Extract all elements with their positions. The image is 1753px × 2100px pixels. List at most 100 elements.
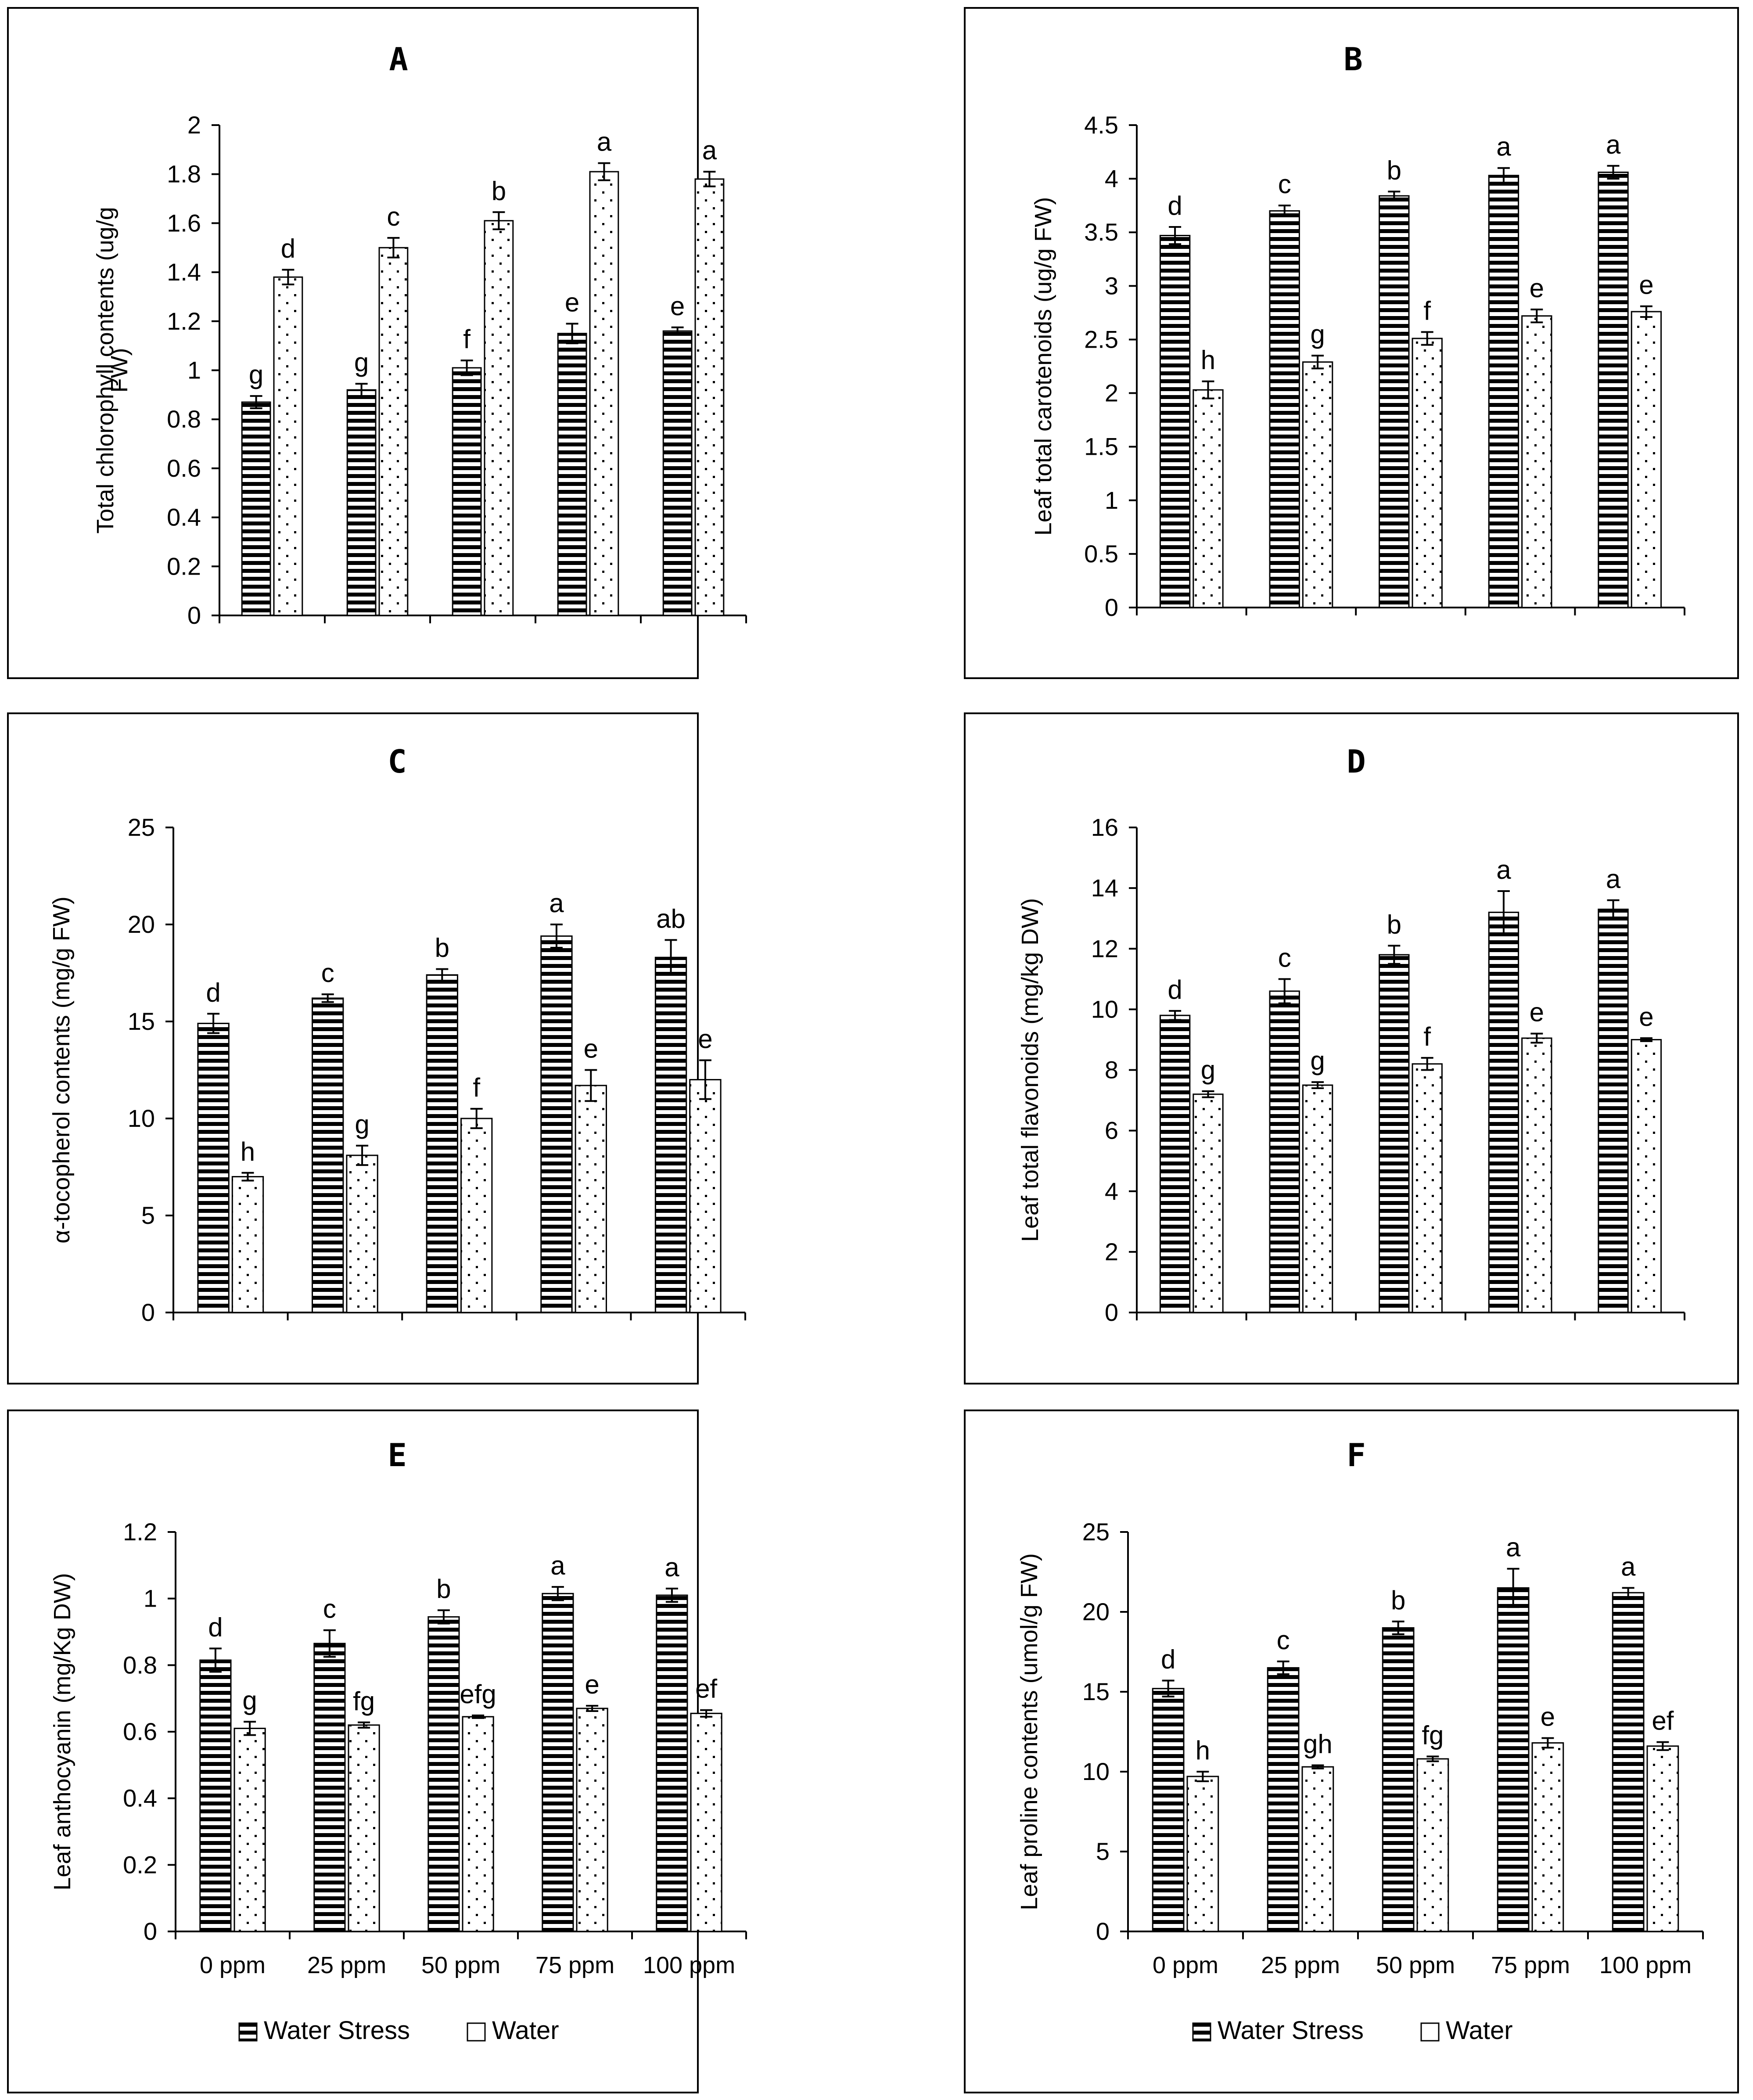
bar-water-stress-2 <box>312 997 344 1313</box>
chart-panel-c: C 0 5 10 15 20 25 α-tocopherol contents (mg/g F… <box>7 712 746 1384</box>
y-axis-label: FW) <box>106 348 133 393</box>
chart-panel-d: D 0 2 4 6 8 10 12 14 16 Leaf total flavonoids (mg/… <box>964 712 1739 1384</box>
panel-title: D <box>1347 743 1365 780</box>
panel-frame <box>964 7 1739 679</box>
significance-letter: c <box>1277 1625 1290 1655</box>
bar-water-5 <box>1631 1039 1662 1313</box>
x-category-label: 25 ppm <box>1261 1952 1340 1978</box>
bar-water-1 <box>233 1727 266 1932</box>
bar-water-3 <box>462 1716 494 1932</box>
panel-frame <box>964 712 1739 1384</box>
significance-letter: d <box>208 1612 223 1642</box>
panel-title: F <box>1347 1437 1365 1474</box>
significance-letter: a <box>597 127 612 157</box>
y-tick-label: 8 <box>1105 1056 1118 1084</box>
significance-letter: g <box>242 1686 257 1715</box>
bar-water-stress-3 <box>426 974 458 1313</box>
legend-label-water-stress: Water Stress <box>1218 2016 1364 2045</box>
legend-swatch-water-stress <box>1192 2022 1211 2042</box>
bar-water-1 <box>273 276 303 616</box>
y-tick-label: 5 <box>141 1201 155 1229</box>
bar-water-stress-2 <box>1267 1667 1300 1932</box>
y-tick-label: 1.2 <box>167 307 201 335</box>
bar-water-4 <box>589 171 619 616</box>
y-tick-label: 10 <box>1082 1758 1110 1785</box>
bar-water-stress-1 <box>1152 1688 1185 1932</box>
significance-letter: a <box>549 888 564 918</box>
y-tick-label: 15 <box>128 1007 155 1035</box>
bar-water-2 <box>346 1154 378 1313</box>
significance-letter: d <box>1167 191 1182 220</box>
x-category-label: 50 ppm <box>1376 1952 1455 1978</box>
significance-letter: efg <box>460 1679 496 1709</box>
bar-water-stress-4 <box>540 935 573 1313</box>
significance-letter: ef <box>1652 1706 1674 1736</box>
panel-title: A <box>389 41 408 78</box>
bar-water-2 <box>1302 361 1333 608</box>
y-tick-label: 0 <box>1105 1298 1118 1326</box>
significance-letter: h <box>1201 345 1215 375</box>
bar-water-stress-3 <box>427 1616 460 1932</box>
y-tick-label: 1.6 <box>167 209 201 237</box>
y-tick-label: 0.2 <box>167 552 201 580</box>
y-tick-label: 16 <box>1091 813 1118 841</box>
bar-water-4 <box>1521 1037 1552 1313</box>
significance-letter: f <box>473 1073 480 1102</box>
bar-water-3 <box>460 1118 493 1313</box>
significance-letter: e <box>1541 1702 1555 1732</box>
chart-panel-e: E 0 0.2 0.4 0.6 0.8 1 1.2 Leaf anthocyanin (mg/K… <box>7 1410 747 2093</box>
y-tick-label: 1 <box>1105 486 1118 514</box>
y-tick-label: 0.4 <box>167 503 201 531</box>
bar-water-5 <box>694 178 725 616</box>
legend-label-water: Water <box>1446 2016 1513 2045</box>
bar-water-1 <box>1193 1093 1224 1313</box>
y-tick-label: 0.4 <box>123 1784 157 1812</box>
y-tick-label: 1.5 <box>1084 433 1118 460</box>
significance-letter: a <box>1606 864 1621 894</box>
y-tick-label: 1.8 <box>167 160 201 188</box>
significance-letter: a <box>702 136 717 165</box>
significance-letter: e <box>1639 270 1653 300</box>
significance-letter: a <box>1506 1533 1521 1562</box>
legend-swatch-water <box>467 2022 486 2042</box>
y-tick-label: 20 <box>1082 1598 1110 1625</box>
significance-letter: c <box>321 958 334 988</box>
x-category-label: 0 ppm <box>200 1952 266 1978</box>
significance-letter: f <box>463 324 471 354</box>
y-tick-label: 5 <box>1096 1838 1110 1865</box>
significance-letter: e <box>1530 273 1544 303</box>
y-axis-label: Leaf anthocyanin (mg/Kg DW) <box>49 1573 75 1890</box>
significance-letter: g <box>355 1110 369 1139</box>
chart-panel-b: B 0 0.5 1 1.5 2 2.5 3 3.5 4 4.5 Leaf total caroteno… <box>964 7 1739 679</box>
significance-letter: d <box>1167 975 1182 1004</box>
bar-water-stress-4 <box>1488 175 1520 608</box>
panel-frame <box>964 1410 1739 2093</box>
x-category-label: 75 ppm <box>1491 1952 1570 1978</box>
y-tick-label: 0 <box>1096 1917 1110 1945</box>
y-tick-label: 6 <box>1105 1117 1118 1144</box>
significance-letter: a <box>1621 1552 1636 1581</box>
y-tick-label: 1.2 <box>123 1518 157 1546</box>
bar-water-stress-3 <box>1379 954 1410 1313</box>
y-tick-label: 1 <box>144 1585 157 1612</box>
y-tick-label: 2 <box>187 111 201 139</box>
y-tick-label: 0.6 <box>167 454 201 482</box>
significance-letter: c <box>1278 169 1291 199</box>
x-category-label: 100 ppm <box>643 1952 735 1978</box>
significance-letter: c <box>323 1594 336 1624</box>
bar-water-5 <box>690 1712 722 1932</box>
y-tick-label: 3.5 <box>1084 218 1118 246</box>
y-tick-label: 3 <box>1105 272 1118 299</box>
y-tick-label: 0 <box>187 601 201 629</box>
chart-panel-f: F 0 5 10 15 20 25 Leaf proline contents (umol/g… <box>964 1410 1739 2093</box>
y-tick-label: 4.5 <box>1084 111 1118 139</box>
bar-water-1 <box>1186 1776 1219 1932</box>
bar-water-3 <box>484 220 514 616</box>
significance-letter: g <box>1201 1055 1215 1085</box>
significance-letter: e <box>670 291 685 321</box>
y-tick-label: 0.2 <box>123 1851 157 1878</box>
bar-water-3 <box>1412 338 1443 608</box>
y-tick-label: 1 <box>187 356 201 384</box>
y-tick-label: 10 <box>128 1104 155 1132</box>
x-category-label: 25 ppm <box>307 1952 386 1978</box>
